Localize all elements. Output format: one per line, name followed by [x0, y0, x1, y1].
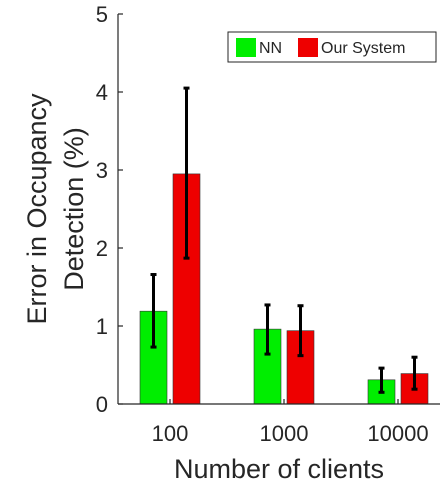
legend-box	[227, 31, 437, 63]
y-tick-label: 5	[96, 2, 108, 27]
x-tick-label: 100	[152, 421, 189, 446]
tick-labels: 0 1 2 3 4 5 100 1000 10000	[96, 2, 429, 446]
y-axis-title-line-2: Detection (%)	[59, 127, 89, 291]
x-tick-label: 1000	[260, 421, 309, 446]
legend-label-our-system: Our System	[321, 40, 405, 57]
y-tick-label: 3	[96, 158, 108, 183]
y-axis-title-line-1: Error in Occupancy	[22, 93, 52, 325]
y-tick-label: 1	[96, 314, 108, 339]
y-tick-label: 0	[96, 392, 108, 417]
x-tick-label: 10000	[367, 421, 428, 446]
axes-layer	[117, 13, 440, 405]
bars-layer	[139, 86, 429, 405]
legend-swatch-nn	[236, 38, 256, 57]
y-axis-title: Error in Occupancy Detection (%)	[22, 93, 89, 325]
x-axis-title: Number of clients	[174, 454, 384, 484]
legend-label-nn: NN	[259, 40, 282, 57]
legend-swatch-our-system	[298, 38, 318, 57]
y-tick-label: 4	[96, 80, 108, 105]
legend: NN Our System	[227, 31, 437, 63]
y-tick-label: 2	[96, 236, 108, 261]
